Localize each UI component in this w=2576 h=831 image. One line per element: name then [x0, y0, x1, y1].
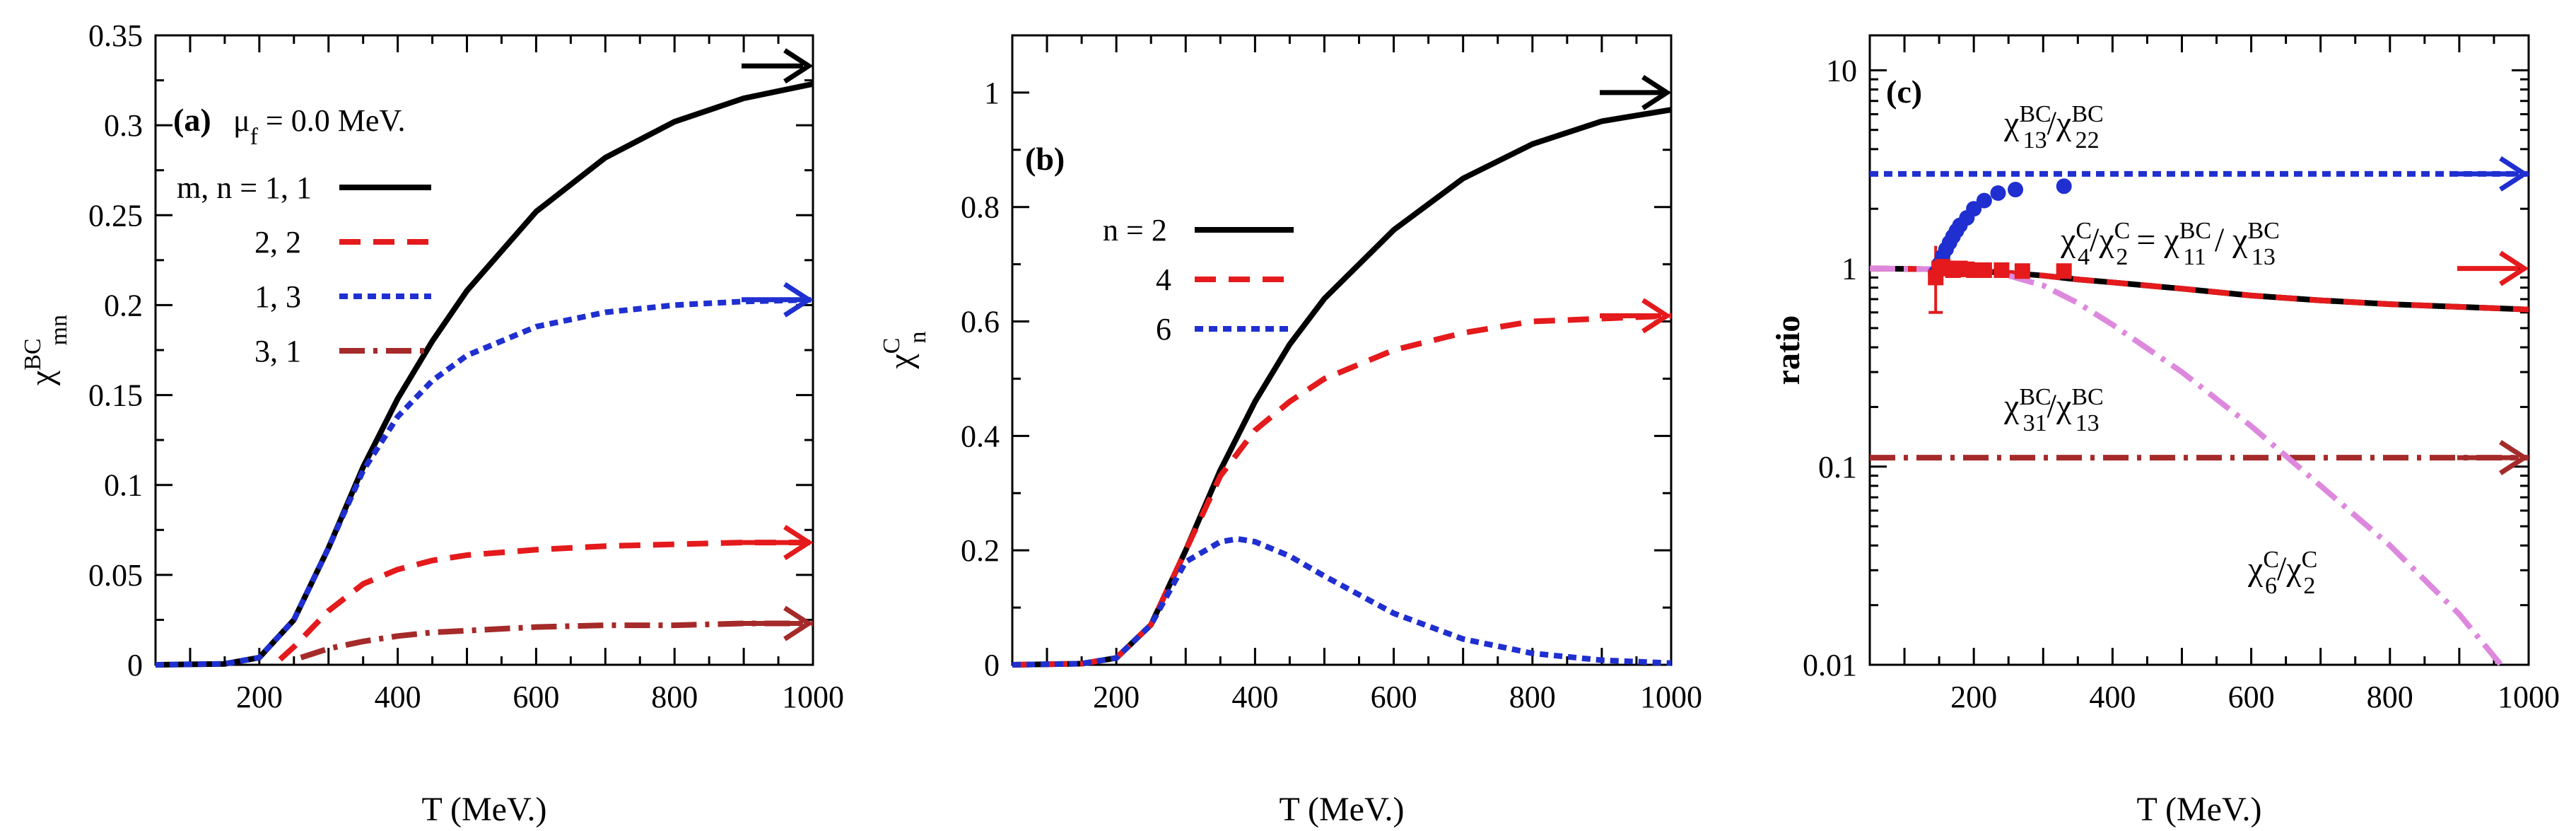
panel-a-tag: (a): [173, 102, 211, 138]
panel-a: 200 400 600 800 1000 0 0.05 0.1 0.15 0.2 0.25 0.3 0.…: [20, 18, 845, 828]
panel-a-xlabel: T (MeV.): [422, 791, 547, 828]
y-tick-label: 0.1: [104, 468, 143, 503]
x-tick-label: 800: [2367, 680, 2413, 714]
x-tick-label: 400: [2089, 680, 2136, 714]
panel-c-xlabel: T (MeV.): [2137, 791, 2262, 828]
panel-a-arrows: [742, 48, 814, 641]
y-tick-label: 0.6: [961, 305, 1000, 339]
data-point-circle: [1990, 185, 2006, 202]
panel-c-markers: [1928, 178, 2072, 314]
series-line-b-0: [1012, 107, 1672, 668]
data-point-square: [1994, 262, 2010, 279]
x-tick-label: 400: [1231, 680, 1278, 714]
legend-label-a-2: 1, 3: [254, 279, 301, 314]
y-tick-label: 0.2: [104, 288, 143, 322]
y-tick-label: 0.8: [961, 190, 1000, 225]
y-tick-label: 0: [984, 648, 1000, 682]
panel-c-arrows: [2457, 156, 2529, 476]
y-tick-label: 0.25: [88, 198, 143, 233]
limit-arrow-head: [783, 281, 814, 318]
y-tick-label: 0.05: [88, 558, 143, 593]
x-tick-label: 1000: [782, 680, 844, 714]
data-point-square: [1976, 262, 1992, 279]
legend-label-b-0: n = 2: [1103, 213, 1167, 248]
series-line-a-2: [155, 296, 814, 668]
y-tick-label: 0.3: [104, 108, 143, 143]
panel-b: 200 400 600 800 1000 0 0.2 0.4 0.6 0.8 1 (b) n = 2…: [879, 34, 1702, 828]
series-line-b-2: [1012, 536, 1672, 668]
limit-arrow-head: [2499, 250, 2529, 286]
data-point-circle: [2056, 178, 2072, 194]
limit-arrow-head: [1641, 298, 1672, 334]
legend-label-a-0: m, n = 1, 1: [177, 170, 312, 205]
x-tick-label: 200: [1950, 680, 1997, 714]
panel-c-ticks: [1870, 35, 2530, 666]
panel-a-legend: m, n = 1, 1 2, 2 1, 3 3, 1: [177, 170, 431, 368]
data-point-circle: [1976, 192, 1992, 209]
y-tick-label: 1: [1842, 252, 1857, 286]
panel-c-tick-labels: 200 400 600 800 1000 0.01 0.1 1 10: [1803, 53, 2560, 714]
x-tick-label: 1000: [1640, 680, 1702, 714]
panel-c-ylabel: ratio: [1769, 315, 1807, 385]
panel-c-frame: [1868, 34, 2530, 666]
panel-c-tag: (c): [1886, 74, 1922, 110]
panel-b-xlabel: T (MeV.): [1280, 791, 1405, 828]
data-point-circle: [2008, 182, 2024, 198]
panel-b-tick-labels: 200 400 600 800 1000 0 0.2 0.4 0.6 0.8 1: [961, 76, 1702, 714]
x-tick-label: 1000: [2498, 680, 2560, 714]
panel-a-tick-labels: 200 400 600 800 1000 0 0.05 0.1 0.15 0.2 0.25 0.3 0.…: [88, 18, 844, 714]
x-tick-label: 200: [236, 680, 283, 714]
data-point-square: [2056, 263, 2072, 279]
annot-c4-c2: χC 4/χC 2 = χBC 11 / χBC 13: [2060, 218, 2280, 270]
panel-b-tag: (b): [1025, 141, 1065, 177]
x-tick-label: 600: [2228, 680, 2275, 714]
y-tick-label: 1: [984, 76, 1000, 110]
panel-b-arrows: [1600, 74, 1672, 334]
limit-arrow-head: [783, 525, 814, 561]
limit-arrow-head: [783, 48, 814, 84]
y-tick-label: 10: [1826, 53, 1857, 88]
series-line-c-4: [1869, 265, 2503, 667]
annot-bc31-bc13: χBC 31/χBC 13: [2003, 384, 2104, 436]
x-tick-label: 600: [513, 680, 559, 714]
limit-arrow-head: [2499, 156, 2529, 192]
x-tick-label: 400: [375, 680, 421, 714]
y-tick-label: 0.01: [1803, 648, 1857, 682]
annot-bc13-bc22: χBC 13/χBC 22: [2003, 101, 2104, 153]
panel-b-ticks: [1012, 34, 1673, 666]
y-tick-label: 0.35: [88, 18, 143, 53]
limit-arrow-head: [1641, 74, 1672, 110]
x-tick-label: 600: [1371, 680, 1417, 714]
data-point-circle: [1966, 201, 1982, 217]
legend-label-b-2: 6: [1156, 312, 1171, 347]
series-line-a-3: [300, 620, 813, 661]
series-line-b-1: [1012, 313, 1672, 668]
limit-arrow-head: [2499, 440, 2529, 476]
legend-label-b-1: 4: [1156, 262, 1171, 297]
x-tick-label: 200: [1093, 680, 1140, 714]
panel-b-ylabel: χCn: [879, 332, 931, 370]
y-tick-label: 0.2: [961, 533, 1000, 568]
y-tick-label: 0.1: [1818, 450, 1857, 484]
panel-b-legend: n = 2 4 6: [1103, 213, 1294, 347]
panel-a-ticks: [156, 34, 814, 666]
annot-c6-c2: χC 6/χC 2: [2247, 547, 2317, 599]
panel-a-mu-annotation: μf = 0.0 MeV.: [233, 103, 406, 150]
limit-arrow-head: [783, 605, 814, 641]
panel-a-ylabel: χBCmn: [20, 315, 72, 386]
x-tick-label: 800: [651, 680, 698, 714]
panel-b-series: [1012, 107, 1672, 668]
y-tick-label: 0.15: [88, 378, 143, 413]
series-line-a-0: [155, 81, 814, 668]
data-point-square: [2014, 263, 2030, 279]
x-tick-label: 800: [1509, 680, 1556, 714]
y-tick-label: 0.4: [961, 419, 1000, 453]
panel-b-frame: [1011, 34, 1673, 666]
legend-label-a-1: 2, 2: [254, 225, 301, 260]
panel-c: 200 400 600 800 1000 0.01 0.1 1 10 (c) χBC 13/χBC…: [1769, 34, 2560, 828]
panel-a-series: [155, 81, 814, 668]
legend-label-a-3: 3, 1: [254, 334, 301, 368]
y-tick-label: 0: [127, 648, 143, 682]
